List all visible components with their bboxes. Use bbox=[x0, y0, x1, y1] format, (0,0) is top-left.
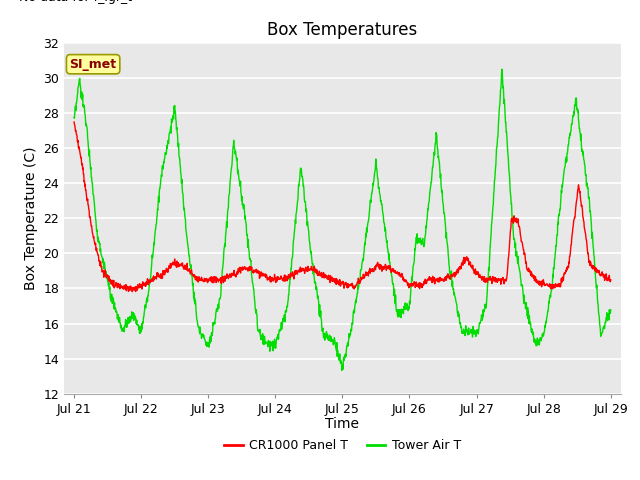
Text: No data for f_lgr_t: No data for f_lgr_t bbox=[19, 0, 132, 4]
Text: SI_met: SI_met bbox=[70, 58, 116, 71]
X-axis label: Time: Time bbox=[325, 417, 360, 431]
Legend: CR1000 Panel T, Tower Air T: CR1000 Panel T, Tower Air T bbox=[219, 434, 466, 457]
Title: Box Temperatures: Box Temperatures bbox=[268, 21, 417, 39]
Y-axis label: Box Temperature (C): Box Temperature (C) bbox=[24, 147, 38, 290]
